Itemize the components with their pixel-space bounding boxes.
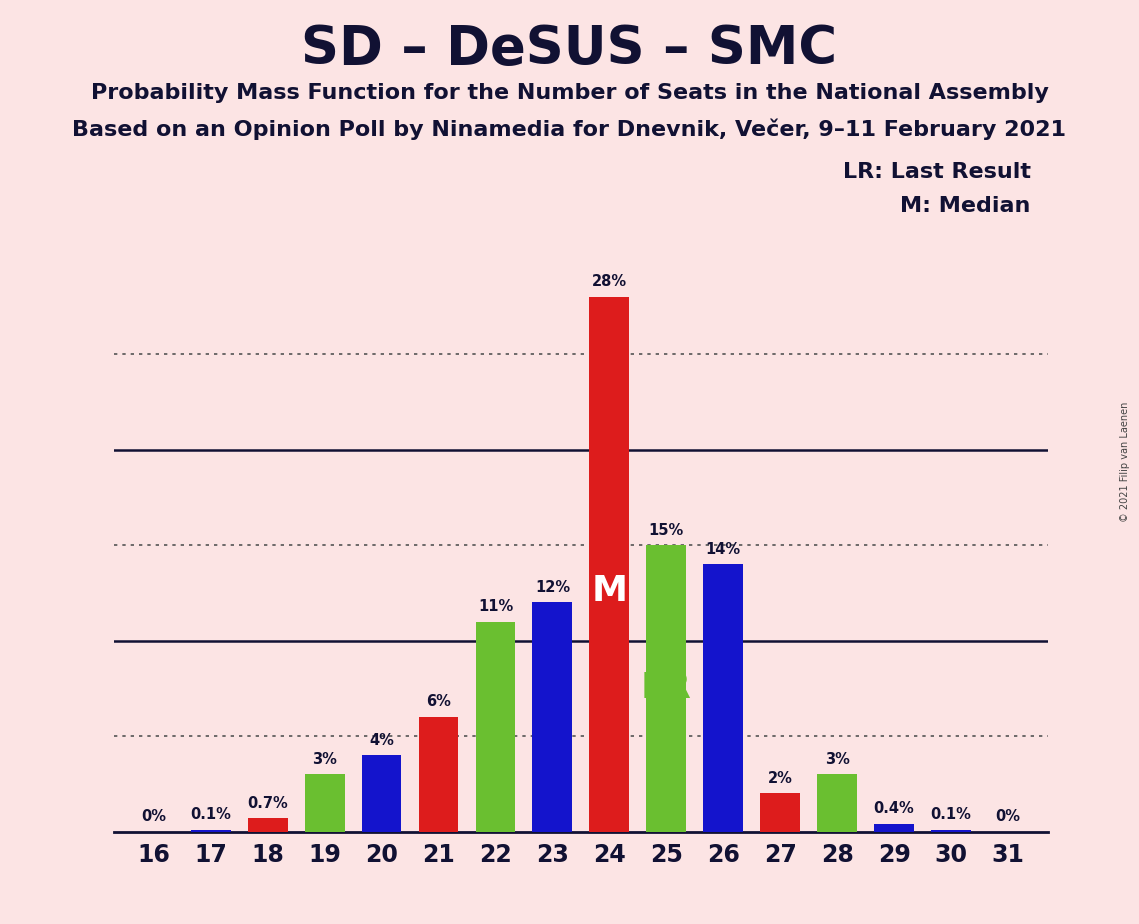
Text: LR: LR <box>641 672 691 705</box>
Text: 11%: 11% <box>478 599 513 614</box>
Text: LR: Last Result: LR: Last Result <box>843 162 1031 182</box>
Bar <box>475 622 515 832</box>
Text: 0%: 0% <box>141 808 166 824</box>
Text: M: Median: M: Median <box>901 196 1031 216</box>
Text: SD – DeSUS – SMC: SD – DeSUS – SMC <box>302 23 837 75</box>
Text: 0.1%: 0.1% <box>190 807 231 822</box>
Bar <box>361 755 401 832</box>
Bar <box>305 774 344 832</box>
Bar <box>932 830 970 832</box>
Text: 0.4%: 0.4% <box>874 801 915 816</box>
Text: 14%: 14% <box>706 541 740 556</box>
Text: 2%: 2% <box>768 771 793 785</box>
Text: Probability Mass Function for the Number of Seats in the National Assembly: Probability Mass Function for the Number… <box>91 83 1048 103</box>
Text: 28%: 28% <box>592 274 626 289</box>
Text: © 2021 Filip van Laenen: © 2021 Filip van Laenen <box>1121 402 1130 522</box>
Bar <box>875 824 913 832</box>
Text: 0%: 0% <box>995 808 1021 824</box>
Bar <box>418 717 458 832</box>
Text: Based on an Opinion Poll by Ninamedia for Dnevnik, Večer, 9–11 February 2021: Based on an Opinion Poll by Ninamedia fo… <box>73 118 1066 140</box>
Text: 6%: 6% <box>426 694 451 710</box>
Bar <box>532 602 572 832</box>
Text: 15%: 15% <box>649 522 683 538</box>
Text: M: M <box>591 574 628 608</box>
Text: 3%: 3% <box>825 751 850 767</box>
Text: 0.7%: 0.7% <box>247 796 288 810</box>
Bar <box>760 794 800 832</box>
Text: 4%: 4% <box>369 733 394 748</box>
Bar <box>817 774 857 832</box>
Bar <box>590 297 629 832</box>
Bar <box>190 830 230 832</box>
Bar <box>646 545 686 832</box>
Bar <box>247 819 287 832</box>
Text: 3%: 3% <box>312 751 337 767</box>
Text: 12%: 12% <box>535 579 570 595</box>
Bar <box>703 565 743 832</box>
Text: 0.1%: 0.1% <box>931 807 972 822</box>
